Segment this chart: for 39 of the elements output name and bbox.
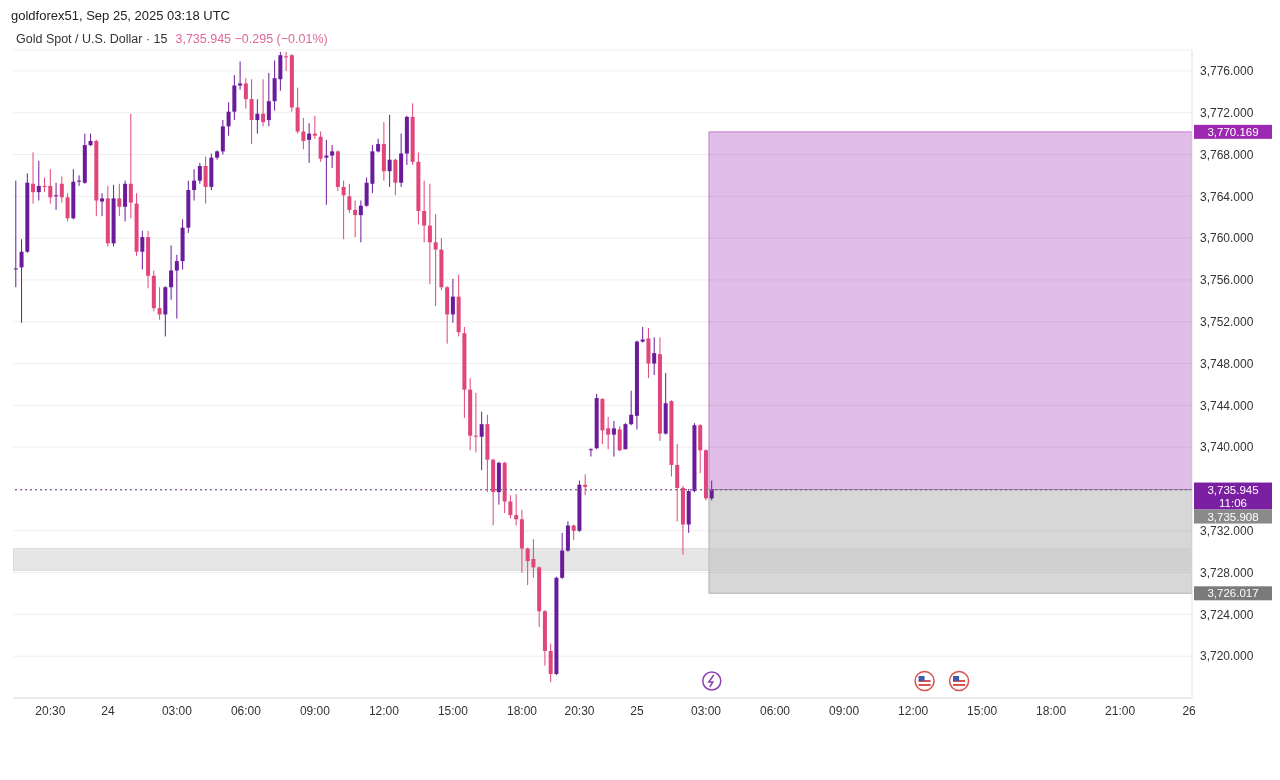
y-tick-label: 3,732.000: [1200, 524, 1254, 539]
x-tick-label: 03:00: [161, 703, 193, 718]
ref-line-label: 3,735.908: [1207, 510, 1259, 523]
y-tick-label: 3,752.000: [1200, 315, 1254, 329]
x-tick-label: 06:00: [230, 703, 262, 718]
x-tick-label: 12:00: [368, 703, 400, 718]
y-tick-label: 3,756.000: [1200, 273, 1254, 288]
x-tick-label: 06:00: [760, 703, 791, 718]
y-tick-label: 3,748.000: [1200, 356, 1254, 371]
y-tick-label: 3,744.000: [1200, 398, 1254, 413]
y-tick-label: 3,760.000: [1200, 231, 1254, 246]
chart-title: Gold Spot / U.S. Dollar · 15: [16, 32, 168, 46]
band-label: 3,726.017: [1207, 587, 1259, 600]
y-tick-label: 3,768.000: [1200, 147, 1254, 162]
x-tick-label: 12:00: [898, 703, 929, 718]
x-tick-label: 15:00: [967, 703, 998, 718]
y-tick-label: 3,740.000: [1200, 440, 1254, 455]
x-tick-label: 18:00: [506, 703, 538, 718]
x-tick-label: 20:30: [564, 703, 595, 718]
y-tick-label: 3,772.000: [1200, 105, 1254, 120]
x-tick-label: 09:00: [299, 703, 331, 718]
x-tick-label: 18:00: [1036, 703, 1067, 718]
y-tick-label: 3,764.000: [1200, 189, 1254, 204]
text: 3,735.945 −0.295 (−0.01%): [175, 32, 328, 46]
x-tick-label: 09:00: [829, 703, 860, 718]
x-tick-label: 03:00: [691, 703, 722, 718]
x-tick-label: 25: [630, 703, 644, 718]
ref-line-label: 3,735.945 11:06: [1207, 483, 1259, 509]
x-tick-label: 15:00: [437, 703, 469, 718]
band-label: 3,770.169: [1207, 125, 1259, 138]
y-tick-label: 3,724.000: [1200, 607, 1254, 622]
y-tick-label: 3,720.000: [1200, 649, 1254, 664]
x-tick-label: 21:00: [1105, 703, 1136, 718]
x-tick-label: 20:30: [35, 703, 66, 718]
text: goldforex51, Sep 25, 2025 03:18 UTC: [11, 8, 230, 23]
x-tick-label: 24: [101, 703, 115, 718]
x-tick-label: 26: [1182, 703, 1197, 718]
y-tick-label: 3,776.000: [1200, 64, 1254, 79]
y-tick-label: 3,728.000: [1200, 565, 1254, 580]
